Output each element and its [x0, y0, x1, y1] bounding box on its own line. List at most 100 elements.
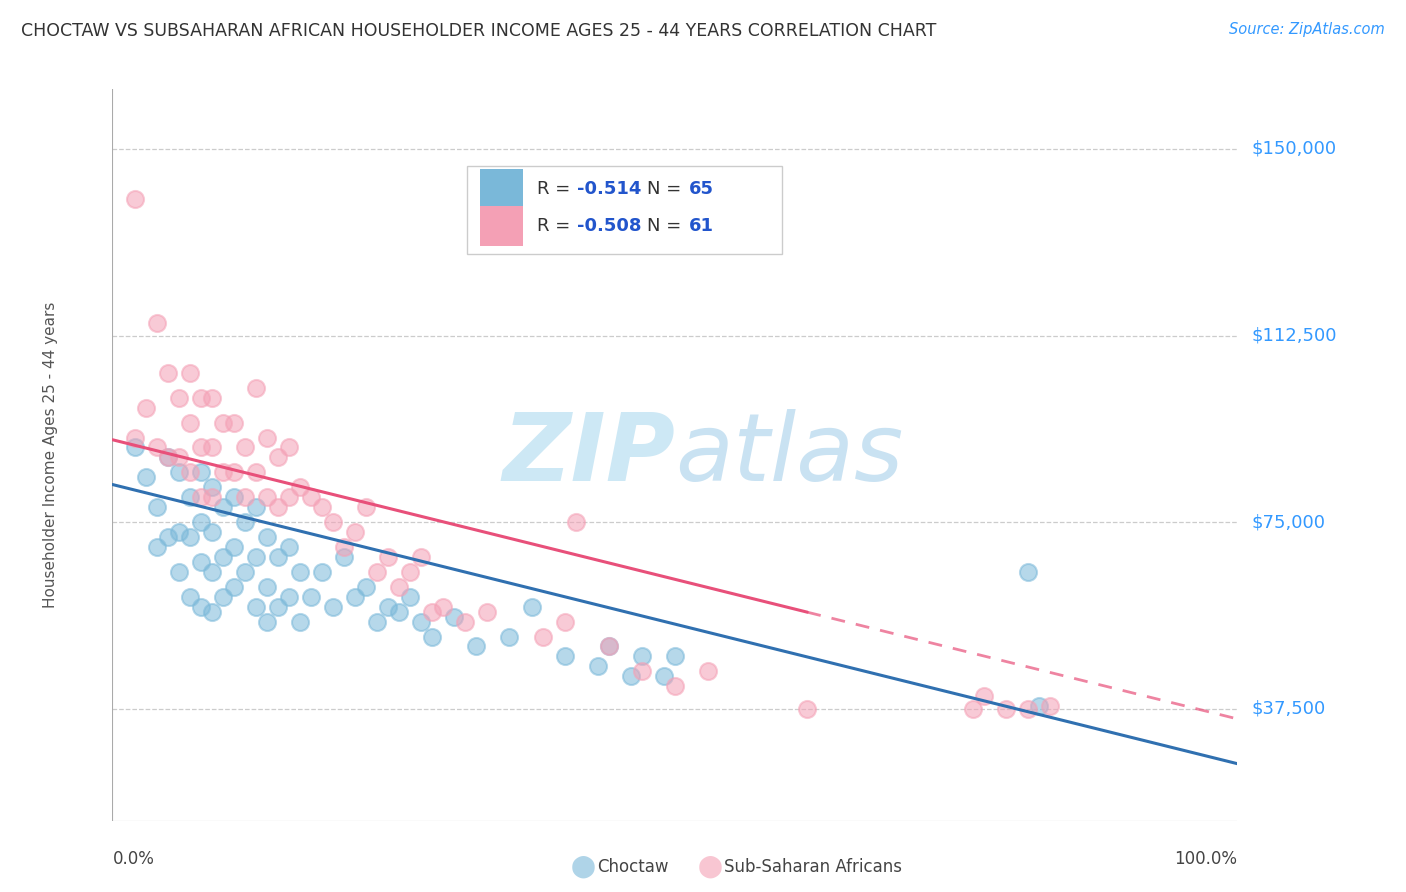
Point	[454, 615, 477, 629]
Point	[267, 599, 290, 614]
Point	[190, 391, 212, 405]
Text: atlas: atlas	[675, 409, 903, 500]
Bar	[481, 169, 523, 210]
Point	[167, 565, 190, 579]
Point	[190, 515, 212, 529]
Point	[277, 441, 299, 455]
Point	[179, 416, 201, 430]
Point	[465, 640, 488, 654]
Point	[201, 480, 224, 494]
Point	[201, 605, 224, 619]
Point	[211, 416, 233, 430]
Point	[222, 466, 245, 480]
Point	[1028, 699, 1050, 714]
Point	[256, 530, 278, 544]
Point	[256, 615, 278, 629]
Point	[322, 599, 344, 614]
Point	[652, 669, 675, 683]
Point	[697, 665, 720, 679]
Point	[179, 466, 201, 480]
Text: ZIP: ZIP	[502, 409, 675, 501]
Point	[256, 580, 278, 594]
Point	[664, 679, 686, 693]
Point	[233, 441, 256, 455]
Point	[520, 599, 543, 614]
Text: N =: N =	[647, 217, 686, 235]
Text: -0.508: -0.508	[576, 217, 641, 235]
Text: N =: N =	[647, 180, 686, 198]
Point	[245, 549, 267, 564]
Point	[598, 640, 620, 654]
Point	[145, 441, 167, 455]
Point	[277, 490, 299, 504]
Point	[620, 669, 643, 683]
Point	[190, 555, 212, 569]
Text: -0.514: -0.514	[576, 180, 641, 198]
Text: 65: 65	[689, 180, 713, 198]
Point	[1017, 565, 1039, 579]
Text: Householder Income Ages 25 - 44 years: Householder Income Ages 25 - 44 years	[44, 301, 58, 608]
Point	[267, 549, 290, 564]
Text: CHOCTAW VS SUBSAHARAN AFRICAN HOUSEHOLDER INCOME AGES 25 - 44 YEARS CORRELATION : CHOCTAW VS SUBSAHARAN AFRICAN HOUSEHOLDE…	[21, 22, 936, 40]
Point	[322, 515, 344, 529]
Point	[399, 565, 422, 579]
Point	[245, 381, 267, 395]
Point	[211, 549, 233, 564]
Point	[156, 366, 179, 380]
Text: R =: R =	[537, 180, 575, 198]
Point	[201, 441, 224, 455]
Point	[179, 366, 201, 380]
Point	[222, 540, 245, 554]
Text: 100.0%: 100.0%	[1174, 850, 1237, 868]
Point	[630, 665, 652, 679]
Point	[233, 490, 256, 504]
Point	[156, 530, 179, 544]
Point	[256, 490, 278, 504]
Point	[190, 441, 212, 455]
Point	[124, 430, 146, 444]
Point	[411, 615, 433, 629]
Point	[598, 640, 620, 654]
Point	[245, 466, 267, 480]
Text: $37,500: $37,500	[1251, 699, 1326, 718]
Point	[554, 615, 576, 629]
Point	[222, 580, 245, 594]
Point	[311, 565, 333, 579]
Point	[167, 466, 190, 480]
Point	[344, 590, 367, 604]
Point	[388, 605, 411, 619]
Text: ⬤: ⬤	[571, 855, 596, 879]
Point	[222, 416, 245, 430]
Text: $112,500: $112,500	[1251, 326, 1337, 344]
Point	[211, 500, 233, 515]
Point	[498, 630, 520, 644]
Point	[630, 649, 652, 664]
Point	[167, 524, 190, 539]
Point	[201, 565, 224, 579]
Point	[179, 490, 201, 504]
Point	[190, 599, 212, 614]
Point	[167, 391, 190, 405]
Text: Choctaw: Choctaw	[598, 858, 669, 876]
Bar	[481, 206, 523, 246]
FancyBboxPatch shape	[467, 166, 782, 253]
Text: Sub-Saharan Africans: Sub-Saharan Africans	[724, 858, 903, 876]
Point	[443, 609, 465, 624]
Point	[156, 450, 179, 465]
Text: ⬤: ⬤	[697, 855, 723, 879]
Point	[344, 524, 367, 539]
Point	[377, 599, 399, 614]
Point	[377, 549, 399, 564]
Text: 61: 61	[689, 217, 713, 235]
Point	[190, 466, 212, 480]
Point	[420, 630, 443, 644]
Point	[962, 701, 984, 715]
Point	[399, 590, 422, 604]
Point	[124, 441, 146, 455]
Point	[190, 490, 212, 504]
Point	[156, 450, 179, 465]
Point	[299, 490, 322, 504]
Point	[354, 500, 377, 515]
Point	[586, 659, 609, 673]
Point	[201, 490, 224, 504]
